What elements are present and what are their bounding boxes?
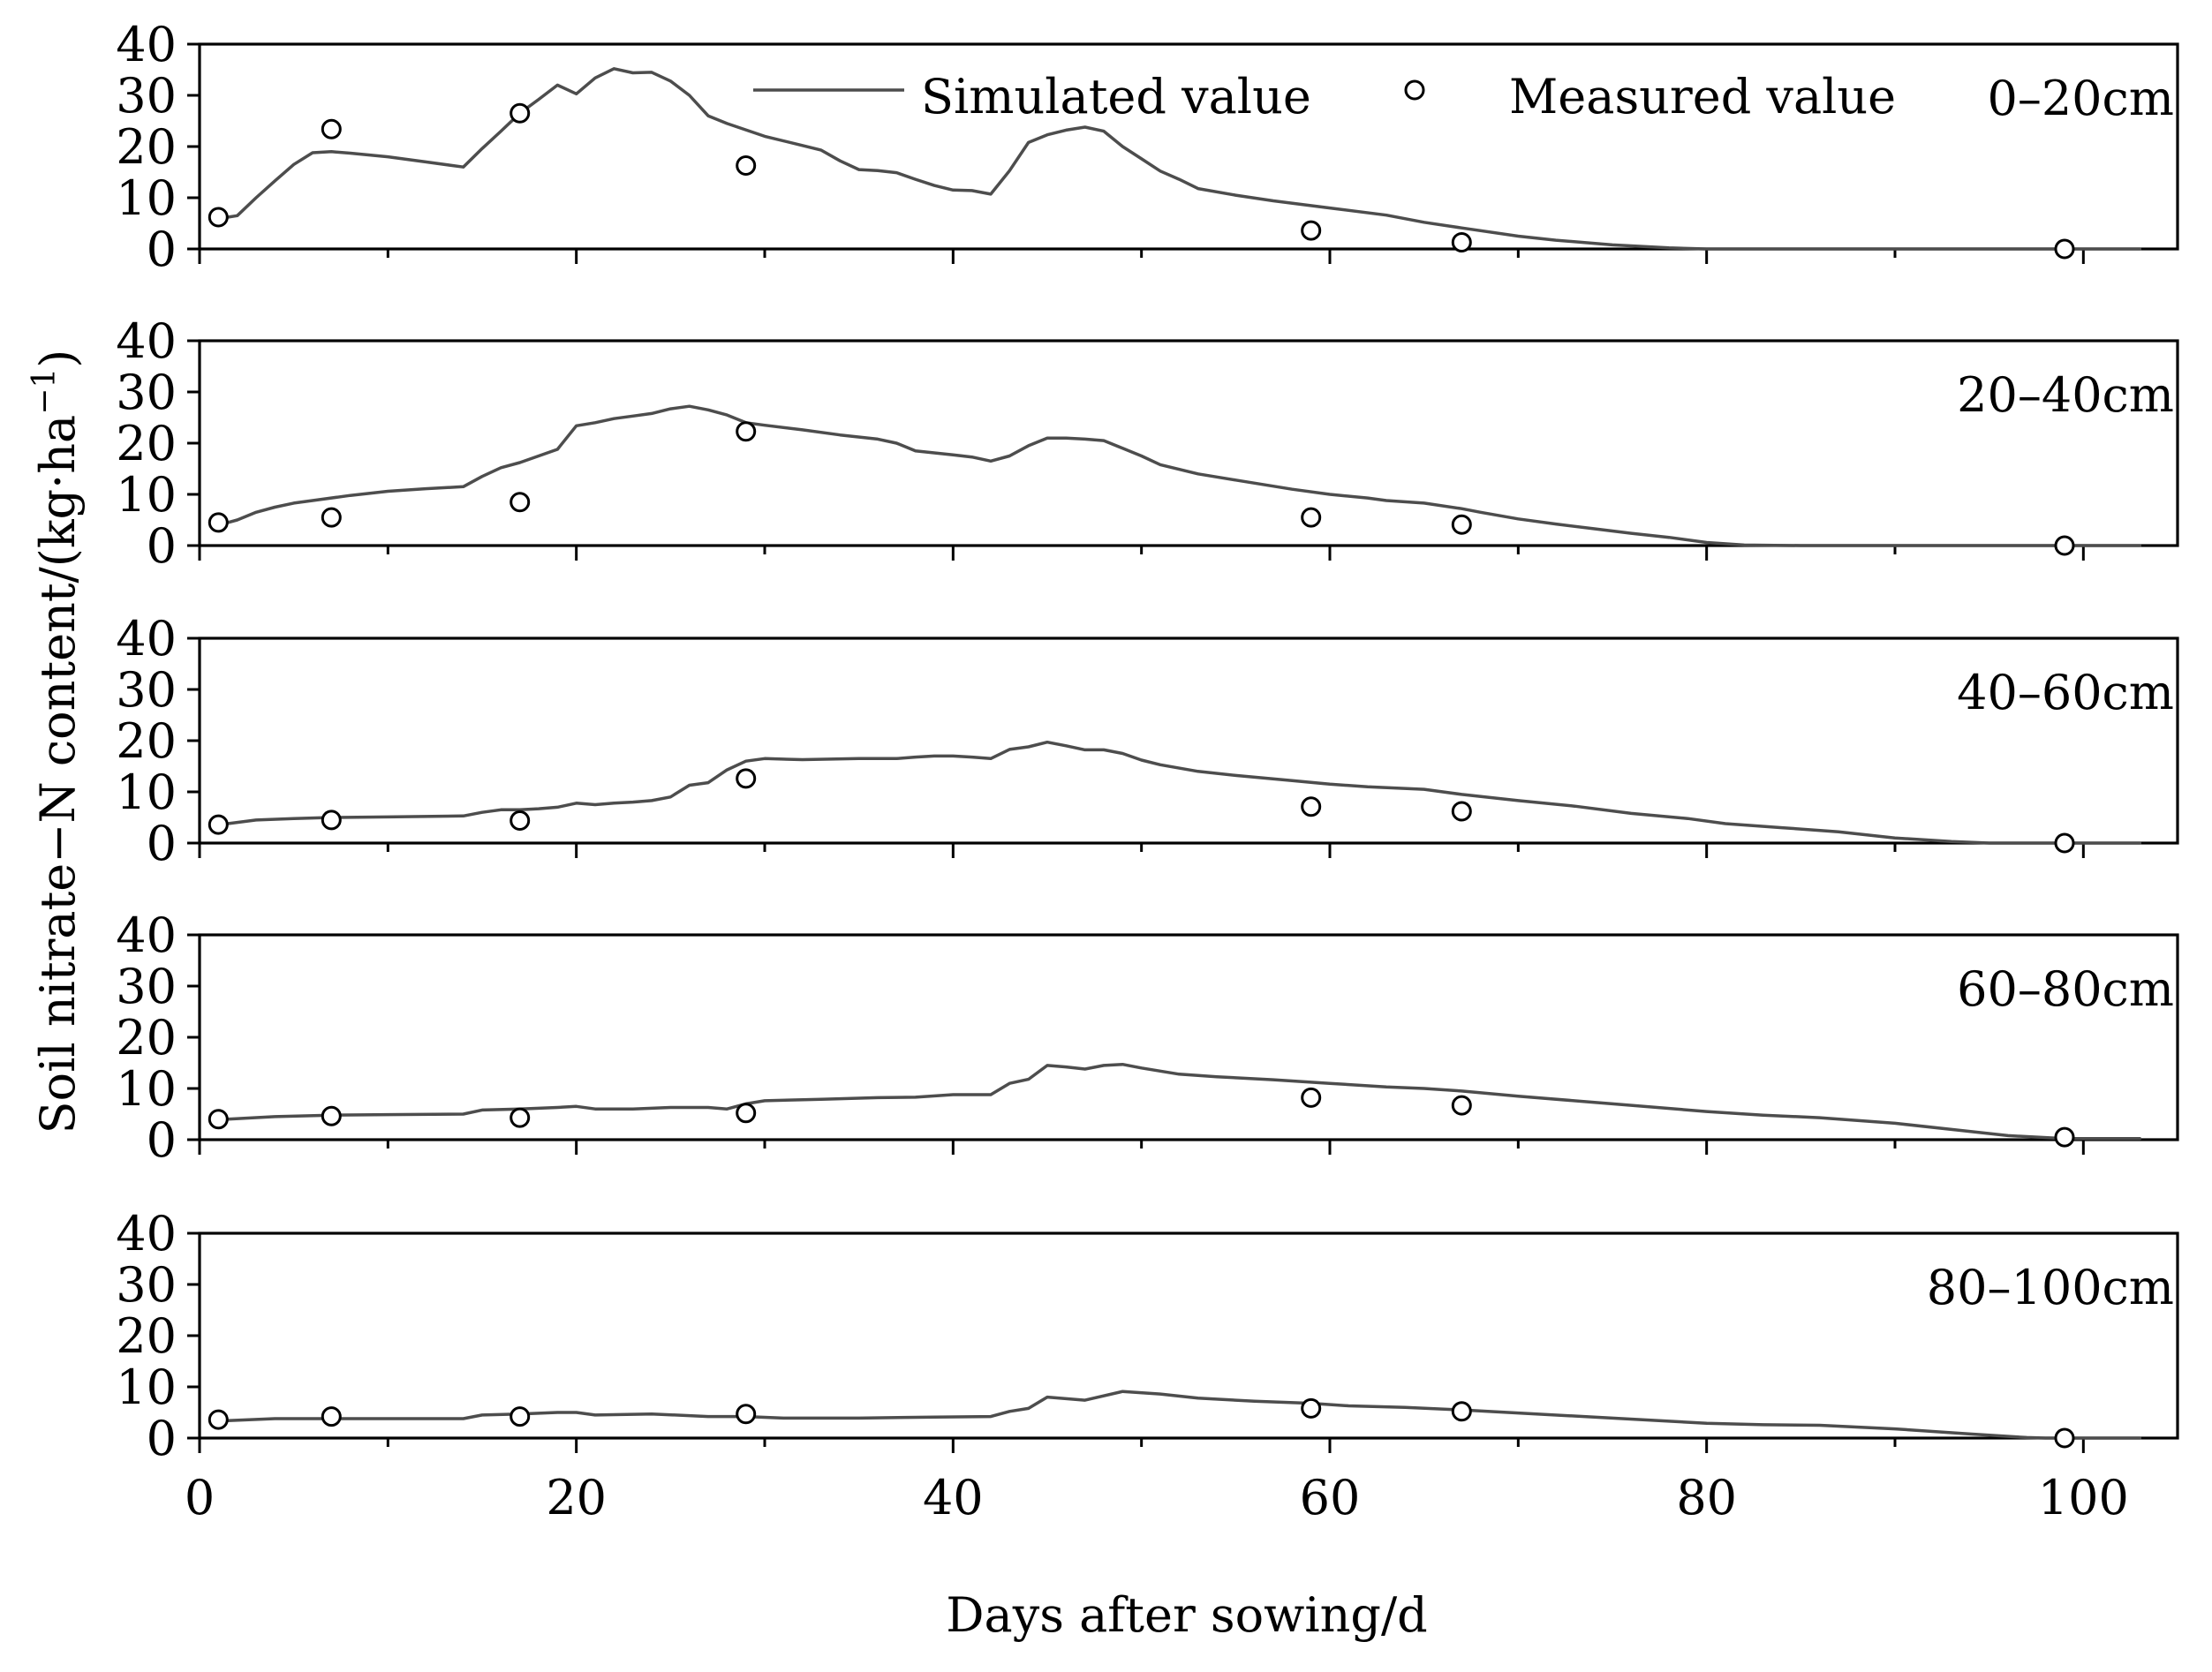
measured-point [1301, 220, 1322, 241]
x-tick-label: 80 [1676, 1470, 1737, 1525]
measured-point [321, 810, 342, 831]
measured-point [1301, 796, 1322, 817]
y-tick-label: 30 [116, 365, 177, 420]
measured-point [208, 1409, 229, 1430]
y-tick-label: 30 [116, 68, 177, 124]
depth-label: 40–60cm [1957, 665, 2174, 720]
measured-point [1301, 1397, 1322, 1419]
measured-point [208, 814, 229, 835]
y-tick-label: 10 [116, 1061, 177, 1117]
x-tick-labels: 0 20 40 60 80 100 [185, 1470, 2129, 1525]
y-tick-label: 40 [116, 908, 177, 963]
y-axis-title: Soil nitrate−N content/(kg·ha−1) [26, 350, 86, 1134]
chart-panels: 0102030400–20cm01020304020–40cm010203040… [116, 17, 2179, 1466]
y-tick-label: 30 [116, 1257, 177, 1313]
y-tick-label: 10 [116, 1359, 177, 1415]
measured-point [510, 1406, 531, 1427]
measured-point [736, 155, 757, 176]
legend: Simulated value Measured value [753, 69, 1896, 124]
measured-point [510, 1107, 531, 1128]
x-tick-label: 100 [2038, 1470, 2129, 1525]
y-tick-label: 0 [147, 222, 177, 277]
measured-point [2054, 535, 2075, 556]
y-tick-label: 20 [116, 1010, 177, 1066]
y-tick-label: 30 [116, 662, 177, 718]
measured-point [2054, 238, 2075, 260]
simulated-line [226, 740, 2142, 845]
simulated-line [226, 1390, 2142, 1440]
x-axis-title: Days after sowing/d [946, 1587, 1428, 1643]
measured-point [208, 1109, 229, 1130]
x-tick-label: 40 [923, 1470, 984, 1525]
measured-point [321, 1406, 342, 1427]
measured-point [1451, 801, 1472, 822]
legend-simulated-label: Simulated value [921, 69, 1311, 124]
measured-point [736, 768, 757, 789]
y-tick-label: 40 [116, 1206, 177, 1262]
depth-label: 20–40cm [1957, 367, 2174, 423]
measured-point [736, 1404, 757, 1425]
x-tick-label: 0 [185, 1470, 215, 1525]
measured-point [2054, 1126, 2075, 1148]
measured-point [1451, 1095, 1472, 1116]
y-tick-label: 40 [116, 17, 177, 72]
measured-point [208, 512, 229, 533]
measured-point [321, 1105, 342, 1126]
y-tick-label: 10 [116, 467, 177, 523]
y-tick-label: 20 [116, 713, 177, 769]
x-tick-label: 60 [1300, 1470, 1361, 1525]
measured-point [1451, 514, 1472, 535]
measured-point [736, 1103, 757, 1124]
measured-point [1301, 1087, 1322, 1108]
y-tick-label: 10 [116, 764, 177, 820]
depth-label: 60–80cm [1957, 961, 2174, 1017]
measured-point [2054, 832, 2075, 854]
y-axis-title-text: Soil nitrate−N content/(kg·ha [30, 415, 86, 1134]
x-tick-label: 20 [546, 1470, 607, 1525]
y-tick-label: 0 [147, 1112, 177, 1168]
measured-point [510, 492, 531, 513]
measured-point [321, 507, 342, 528]
measured-point [208, 207, 229, 228]
y-tick-label: 30 [116, 959, 177, 1014]
measured-point [510, 102, 531, 124]
y-tick-label: 40 [116, 313, 177, 369]
measured-point [1451, 232, 1472, 252]
measured-point [1451, 1401, 1472, 1422]
y-tick-label: 40 [116, 611, 177, 667]
y-tick-label: 0 [147, 518, 177, 574]
simulated-line [226, 67, 2142, 251]
measured-point [1301, 507, 1322, 528]
y-tick-label: 20 [116, 1308, 177, 1364]
y-tick-label: 10 [116, 170, 177, 226]
simulated-line [226, 1062, 2142, 1141]
y-tick-label: 0 [147, 816, 177, 871]
y-tick-label: 20 [116, 119, 177, 175]
y-tick-label: 20 [116, 416, 177, 471]
legend-measured-marker [1404, 79, 1425, 101]
y-tick-label: 0 [147, 1411, 177, 1466]
y-axis-title-superscript: −1 [26, 368, 63, 415]
simulated-line [226, 404, 2142, 547]
measured-point [736, 421, 757, 442]
measured-point [2054, 1427, 2075, 1449]
legend-measured-label: Measured value [1509, 69, 1896, 124]
depth-label: 80–100cm [1927, 1260, 2174, 1315]
measured-point [510, 810, 531, 831]
y-axis-title-suffix: ) [30, 350, 86, 368]
depth-label: 0–20cm [1987, 71, 2174, 126]
measured-point [321, 118, 342, 139]
